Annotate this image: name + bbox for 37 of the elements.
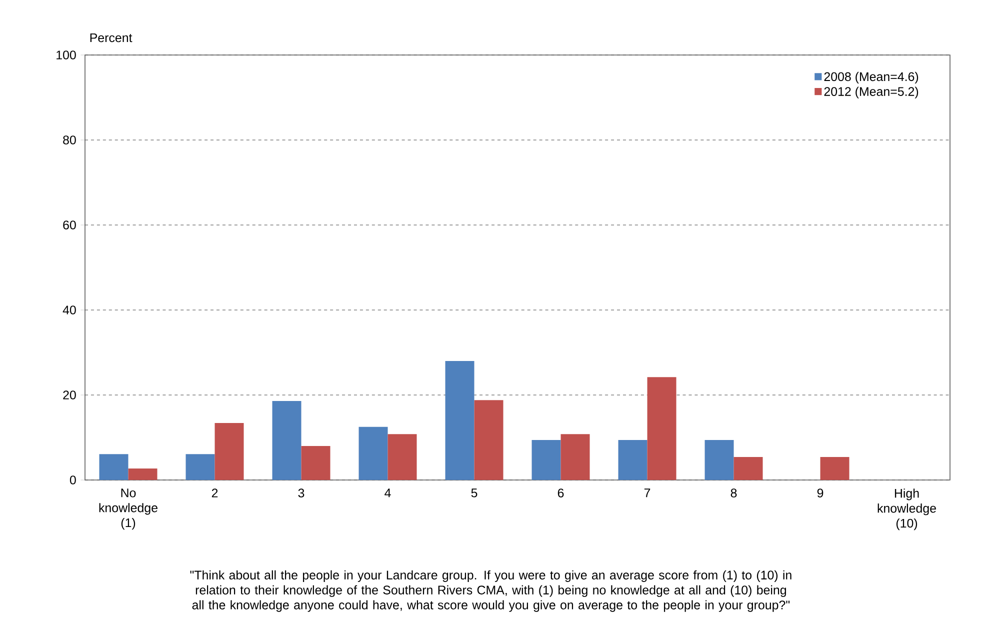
bar (358, 426, 388, 480)
x-tick-label: 7 (644, 488, 650, 498)
y-tick-label: 40 (62, 306, 76, 314)
bar (99, 454, 128, 480)
bar (618, 440, 648, 480)
bar (532, 440, 561, 480)
legend-label: 2008 (Mean=4.6) (824, 72, 918, 84)
y-tick-label: 100 (56, 50, 76, 60)
x-tick-label: No knowledge (1) (99, 488, 158, 530)
x-tick-label: 2 (212, 488, 218, 498)
bar (734, 457, 763, 480)
y-tick-label: 60 (63, 220, 76, 230)
bar (704, 440, 734, 480)
x-tick-label: 9 (817, 488, 824, 498)
bar (186, 454, 215, 480)
bar (560, 434, 590, 480)
x-tick-label: High knowledge (10) (878, 488, 936, 530)
text: "Think about all the people in your Landcare group. If you were to give an average score from (1) to (10) in relation to their knowledge of the Southern Rivers CMA, with (1) being no knowledge at all and (10) being all the knowledge anyone could have, what score would you give on average to the people in your group?" (190, 570, 792, 612)
bar (301, 446, 330, 480)
x-tick-label: 4 (384, 488, 391, 498)
bar (214, 423, 244, 480)
x-tick-label: 3 (298, 488, 304, 498)
y-axis-title: Percent (90, 33, 132, 42)
bar (128, 468, 158, 480)
x-tick-label: 8 (730, 488, 737, 498)
bar (272, 400, 302, 480)
x-tick-label: 6 (558, 488, 564, 498)
bar (445, 360, 474, 480)
y-tick-label: 80 (63, 136, 76, 144)
bar (820, 457, 850, 480)
y-tick-label: 0 (70, 476, 76, 484)
x-tick-label: 5 (471, 488, 478, 498)
y-tick-label: 20 (63, 390, 76, 400)
bar (647, 377, 676, 480)
bar (474, 400, 504, 480)
legend-label: 2012 (Mean=5.2) (824, 86, 918, 98)
bar (388, 434, 417, 480)
